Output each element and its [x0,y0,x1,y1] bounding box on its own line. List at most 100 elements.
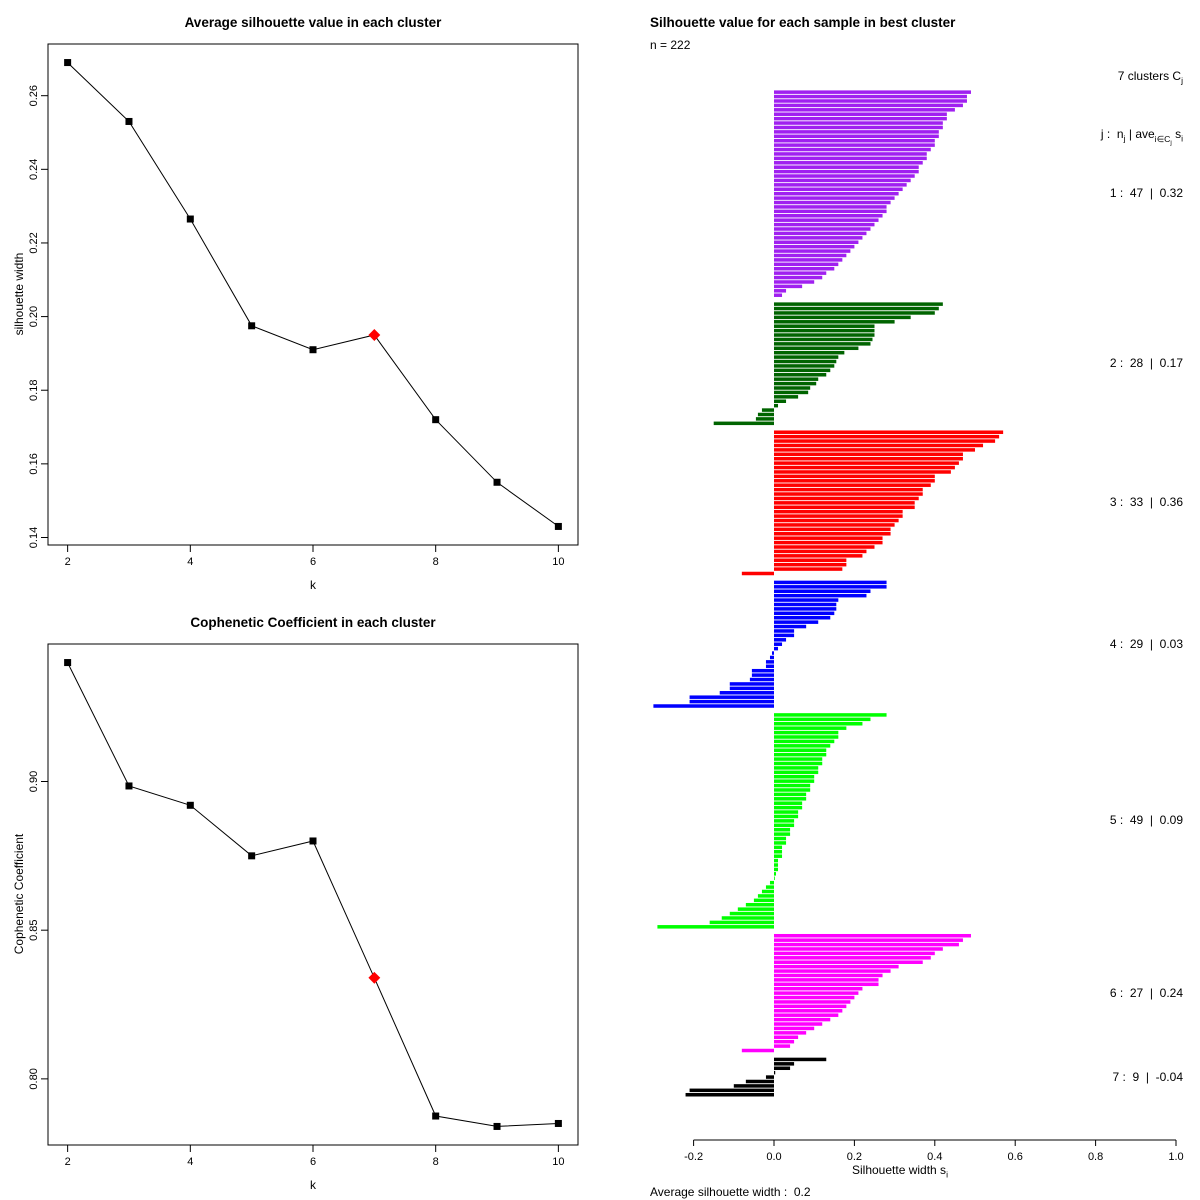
silhouette-bar [774,470,951,474]
silhouette-bar [765,664,774,669]
silhouette-bar [774,266,835,271]
silhouette-bar [774,328,875,333]
highlight-diamond-marker [368,329,381,341]
y-tick-label: 0.20 [28,306,40,327]
silhouette-bar [769,655,774,660]
silhouette-bar [774,509,903,514]
data-point-marker [125,117,133,125]
x-tick-label: 0.0 [766,1151,781,1163]
silhouette-bar [774,492,923,496]
silhouette-bar [774,567,843,571]
silhouette-bar [774,947,943,951]
silhouette-bar [721,916,774,920]
data-point-marker [432,1112,440,1120]
silhouette-bar [774,1017,831,1022]
silhouette-bar [751,668,774,673]
silhouette-bar [774,748,827,752]
silhouette-bar [774,1062,795,1066]
silhouette-bar [774,942,959,947]
silhouette-bar [774,103,963,108]
average-width-note: Average silhouette width : 0.2 [650,1185,811,1199]
silhouette-bar [774,218,879,222]
silhouette-bar [774,1066,791,1071]
silhouette-bar [774,536,883,540]
silhouette-bar [774,523,895,527]
silhouette-bar [774,403,779,408]
silhouette-bar [774,280,815,284]
silhouette-bar [774,479,935,483]
silhouette-bar [749,677,774,682]
silhouette-bar [774,735,839,739]
silhouette-bar [751,673,774,677]
silhouette-bar [761,408,774,412]
cluster-stats-label: 2 : 28 | 0.17 [1109,356,1183,371]
silhouette-bar [774,615,831,620]
x-tick-label: 8 [433,556,439,568]
cophenetic-xlabel: k [310,1178,316,1192]
silhouette-bar [774,730,839,735]
data-line [67,62,559,527]
silhouette-bar [774,532,891,536]
silhouette-bar [774,527,891,532]
silhouette-bar [774,258,843,262]
silhouette-bar [774,514,903,518]
silhouette-bar [774,465,955,470]
cophenetic-plot: 2 4 6 8 10 0.80 0.85 0.90 [28,643,579,1168]
x-tick-label: 10 [552,556,564,568]
silhouette-bar [774,364,835,368]
silhouette-bar [753,898,774,903]
silhouette-bar [774,629,795,633]
cluster-stats-label: 6 : 27 | 0.24 [1109,985,1183,1000]
silhouette-bar [774,549,867,554]
silhouette-bar [774,558,847,563]
silhouette-bar [774,545,875,549]
silhouette-bar [774,788,811,792]
silhouette-bar [774,399,787,403]
data-point-marker [493,1122,501,1130]
data-point-marker [125,782,133,790]
silhouette-bar [774,867,779,872]
silhouette-bar [774,112,947,116]
silhouette-bar [774,461,959,465]
y-tick-label: 0.18 [28,380,40,401]
cluster-stats-label: 3 : 33 | 0.36 [1109,495,1183,510]
silhouette-bar [745,902,774,907]
silhouette-bar [774,134,939,139]
silhouette-bar [774,178,911,183]
silhouette-bar [774,350,845,355]
silhouette-bar [774,752,827,757]
silhouette-bar [774,585,887,589]
x-tick-label: 10 [552,1156,564,1168]
silhouette-bar [774,638,787,642]
silhouette-bar [774,814,799,819]
silhouette-bar [774,797,807,801]
silhouette-bar [689,699,774,704]
silhouette-bar [774,1039,795,1044]
silhouette-bar [774,1013,839,1017]
silhouette-bar [774,240,859,244]
cluster-stats-formula: j : nj | avei∈Cj si [1100,127,1183,147]
silhouette-bar [774,390,809,395]
data-point-marker [493,478,501,486]
silhouette-bar [774,1004,847,1009]
silhouette-bar [774,836,787,841]
silhouette-bar [774,222,875,227]
silhouette-bar [774,642,783,646]
silhouette-bar [755,417,774,421]
silhouette-bar [769,880,774,885]
silhouette-bar [774,439,996,443]
silhouette-bar [774,90,971,94]
cluster-stats-label: 5 : 49 | 0.09 [1109,813,1183,828]
silhouette-bar [774,138,935,143]
silhouette-bar [774,99,967,103]
silhouette-bar [774,214,883,218]
silhouette-bar [774,774,815,779]
silhouette-bar [774,200,891,205]
silhouette-bar [774,744,831,748]
x-tick-label: 1.0 [1168,1151,1183,1163]
silhouette-bar [774,108,955,112]
y-tick-label: 0.80 [28,1068,40,1089]
silhouette-bar [774,368,831,373]
silhouette-bar [774,125,943,130]
silhouette-bar [774,337,873,342]
